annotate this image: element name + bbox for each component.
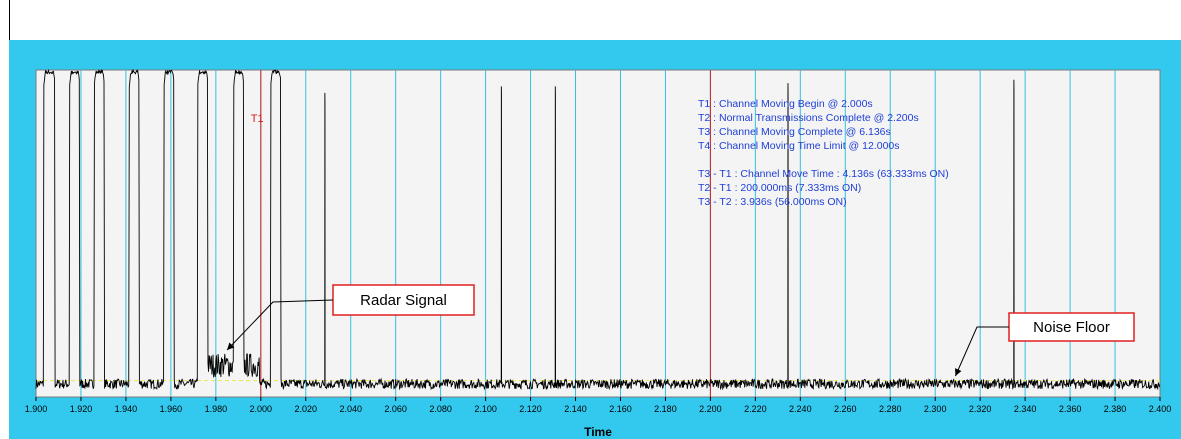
chart-frame: 1.900 1.920 1.940 1.960 1.980 2.000 2.020 2.040…	[9, 40, 1181, 439]
x-tick-label: 1.920	[70, 404, 93, 414]
x-tick-label: 2.200	[699, 404, 722, 414]
x-tick-label: 2.360	[1059, 404, 1082, 414]
x-tick-label: 2.240	[789, 404, 812, 414]
x-tick-label: 2.400	[1149, 404, 1172, 414]
x-tick-label: 2.080	[429, 404, 452, 414]
x-tick-label: 2.320	[969, 404, 992, 414]
x-axis-title: Time	[584, 425, 612, 439]
signal-trace	[35, 68, 1161, 391]
x-tick-label: 1.960	[160, 404, 183, 414]
x-tick-label: 2.040	[339, 404, 362, 414]
x-tick-label: 2.300	[924, 404, 947, 414]
callout-label: Radar Signal	[360, 292, 447, 309]
x-tick-label: 2.280	[879, 404, 902, 414]
callout-box	[1008, 312, 1135, 342]
top-rule	[9, 0, 10, 40]
annotation-line: T1 : Channel Moving Begin @ 2.000s	[698, 98, 873, 110]
annotation-line: T3 - T2 : 3.936s (56.000ms ON)	[698, 196, 847, 208]
callout-box	[332, 284, 475, 316]
x-tick-label: 2.180	[654, 404, 677, 414]
annotation-line: T2 - T1 : 200.000ms (7.333ms ON)	[698, 182, 861, 194]
x-tick-label: 1.940	[115, 404, 138, 414]
annotation-line: T3 : Channel Moving Complete @ 6.136s	[698, 126, 891, 138]
x-tick-label: 2.340	[1014, 404, 1037, 414]
annotation-line: T3 - T1 : Channel Move Time : 4.136s (63…	[698, 168, 949, 180]
callout-arrowhead	[227, 342, 235, 350]
callout-leader	[954, 326, 1009, 377]
x-tick-label: 2.220	[744, 404, 767, 414]
marker-label-t1: T1	[251, 113, 264, 125]
x-tick-label: 2.260	[834, 404, 857, 414]
x-tick-label: 2.120	[519, 404, 542, 414]
annotation-line: T4 : Channel Moving Time Limit @ 12.000s	[698, 140, 900, 152]
x-tick-label: 1.900	[25, 404, 48, 414]
x-tick-label: 1.980	[205, 404, 228, 414]
chart-svg: 1.900 1.920 1.940 1.960 1.980 2.000 2.020 2.040…	[25, 68, 1172, 439]
x-tick-label: 2.060	[384, 404, 407, 414]
x-tick-label: 2.100	[474, 404, 497, 414]
annotation-line: T2 : Normal Transmissions Complete @ 2.2…	[698, 112, 919, 124]
x-tick-label: 2.020	[294, 404, 317, 414]
callout-leader	[226, 299, 334, 351]
x-tick-label: 2.380	[1104, 404, 1127, 414]
plot-area	[35, 69, 1161, 398]
x-tick-label: 2.140	[564, 404, 587, 414]
callout-arrowhead	[955, 368, 962, 376]
x-tick-label: 2.000	[250, 404, 273, 414]
callout-label: Noise Floor	[1033, 319, 1110, 336]
x-tick-label: 2.160	[609, 404, 632, 414]
